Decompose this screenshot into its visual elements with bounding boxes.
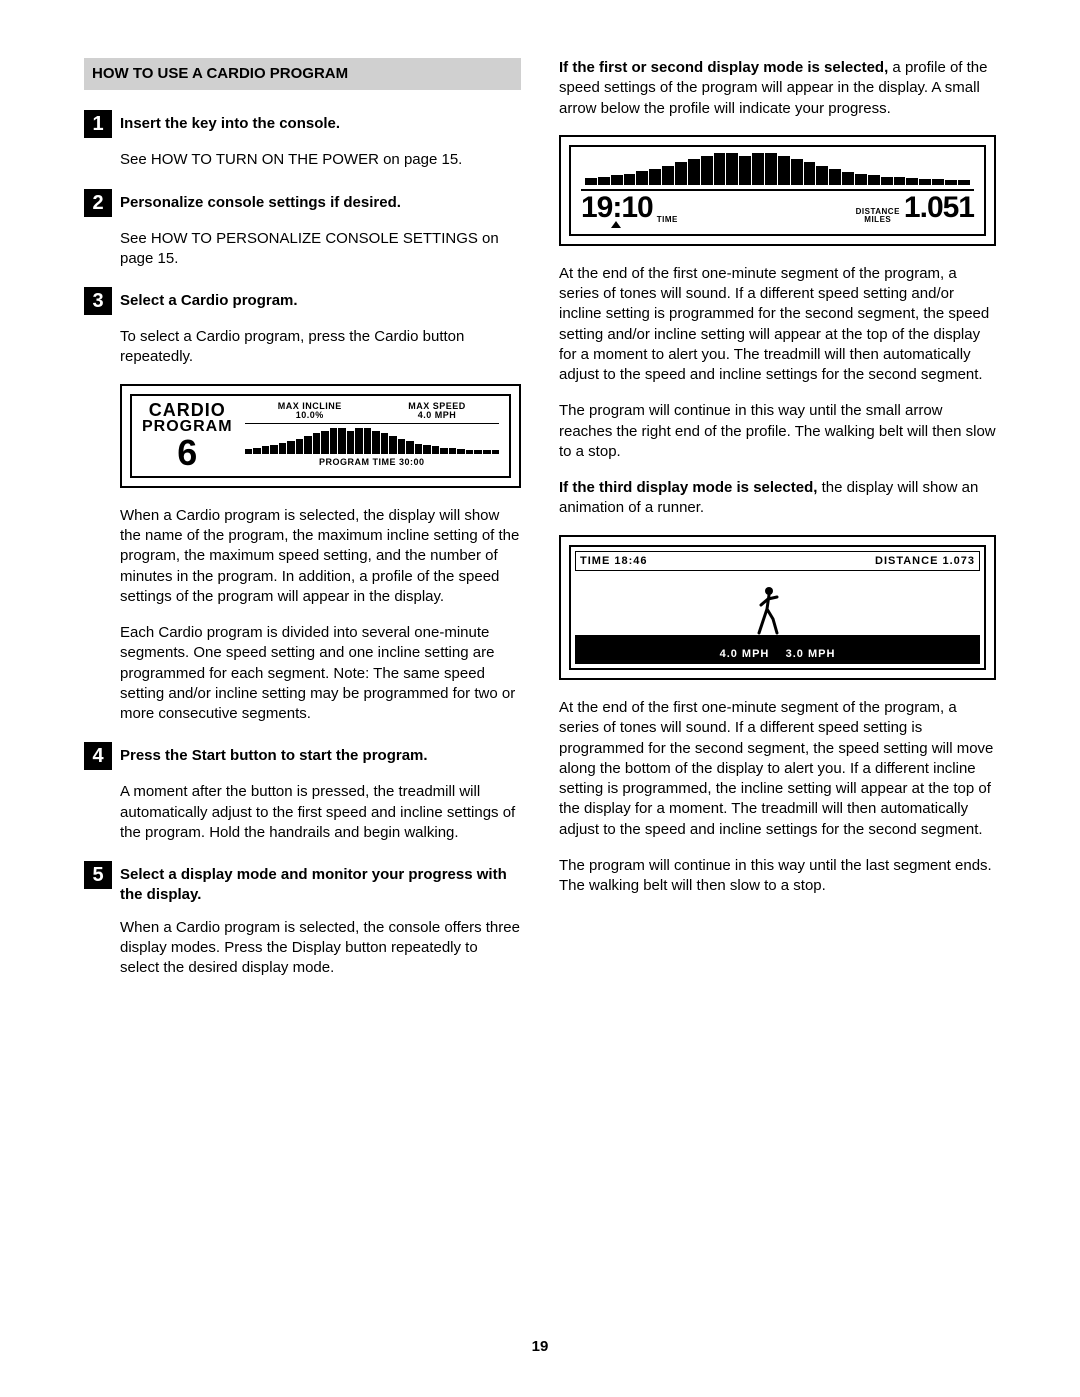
step-3: 3 Select a Cardio program. (84, 287, 521, 315)
step-5: 5 Select a display mode and monitor your… (84, 861, 521, 906)
step-2: 2 Personalize console settings if desire… (84, 189, 521, 217)
runner-top-row: TIME 18:46 DISTANCE 1.073 (575, 551, 980, 572)
paragraph: The program will continue in this way un… (559, 856, 996, 897)
paragraph: When a Cardio program is selected, the d… (120, 506, 521, 607)
step-title: Select a Cardio program. (120, 287, 298, 315)
program-time: PROGRAM TIME 30:00 (245, 456, 499, 468)
section-header: HOW TO USE A CARDIO PROGRAM (84, 58, 521, 90)
max-incline-value: 10.0% (278, 411, 342, 421)
paragraph: At the end of the first one-minute segme… (559, 698, 996, 840)
step-badge: 5 (84, 861, 112, 889)
max-speed-value: 4.0 MPH (408, 411, 466, 421)
paragraph: The program will continue in this way un… (559, 401, 996, 462)
paragraph: To select a Cardio program, press the Ca… (120, 327, 521, 368)
runner-icon (753, 585, 781, 635)
cardio-profile-chart (245, 428, 499, 454)
progress-arrow-icon (611, 221, 621, 228)
step-body: When a Cardio program is selected, the c… (120, 918, 521, 979)
step-1: 1 Insert the key into the console. (84, 110, 521, 138)
cardio-number: 6 (142, 436, 233, 470)
bold-run: If the first or second display mode is s… (559, 59, 888, 76)
time-value: 19:10 (581, 193, 653, 223)
runner-time: TIME 18:46 (580, 554, 647, 569)
step-title: Select a display mode and monitor your p… (120, 861, 521, 906)
two-column-layout: HOW TO USE A CARDIO PROGRAM 1 Insert the… (84, 58, 996, 996)
paragraph: See HOW TO TURN ON THE POWER on page 15. (120, 150, 521, 170)
runner-speed-1: 4.0 MPH (720, 648, 770, 660)
runner-speed-2: 3.0 MPH (786, 648, 836, 660)
step-badge: 2 (84, 189, 112, 217)
page-number: 19 (0, 1337, 1080, 1357)
step-4: 4 Press the Start button to start the pr… (84, 742, 521, 770)
cardio-title-1: CARDIO (142, 402, 233, 419)
paragraph: At the end of the first one-minute segme… (559, 264, 996, 386)
step-badge: 3 (84, 287, 112, 315)
paragraph: When a Cardio program is selected, the c… (120, 918, 521, 979)
cardio-display-figure: CARDIO PROGRAM 6 MAX INCLINE 10.0% (120, 384, 521, 488)
step-badge: 4 (84, 742, 112, 770)
distance-label: DISTANCE MILES (856, 208, 900, 222)
step-title: Personalize console settings if desired. (120, 189, 401, 217)
step-badge: 1 (84, 110, 112, 138)
bold-run: If the third display mode is selected, (559, 479, 817, 496)
paragraph: A moment after the button is pressed, th… (120, 782, 521, 843)
paragraph: If the first or second display mode is s… (559, 58, 996, 119)
time-distance-display-figure: 19:10 TIME DISTANCE MILES 1.051 (559, 135, 996, 246)
step-body: A moment after the button is pressed, th… (120, 782, 521, 843)
step-body: To select a Cardio program, press the Ca… (120, 327, 521, 724)
paragraph: If the third display mode is selected, t… (559, 478, 996, 519)
right-column: If the first or second display mode is s… (559, 58, 996, 996)
step-body: See HOW TO PERSONALIZE CONSOLE SETTINGS … (120, 229, 521, 270)
cardio-title-block: CARDIO PROGRAM 6 (142, 402, 245, 470)
distance-value: 1.051 (904, 193, 974, 223)
left-column: HOW TO USE A CARDIO PROGRAM 1 Insert the… (84, 58, 521, 996)
runner-display-figure: TIME 18:46 DISTANCE 1.073 4.0 MPH 3.0 MP… (559, 535, 996, 681)
step-body: See HOW TO TURN ON THE POWER on page 15. (120, 150, 521, 170)
paragraph: See HOW TO PERSONALIZE CONSOLE SETTINGS … (120, 229, 521, 270)
runner-speed-bar: 4.0 MPH 3.0 MPH (575, 643, 980, 664)
time-label: TIME (657, 216, 678, 223)
runner-scene (575, 575, 980, 643)
step-title: Insert the key into the console. (120, 110, 340, 138)
runner-distance: DISTANCE 1.073 (875, 554, 975, 569)
step-title: Press the Start button to start the prog… (120, 742, 428, 770)
td-profile-chart (585, 153, 970, 185)
paragraph: Each Cardio program is divided into seve… (120, 623, 521, 724)
cardio-top-row: MAX INCLINE 10.0% MAX SPEED 4.0 MPH (245, 402, 499, 425)
